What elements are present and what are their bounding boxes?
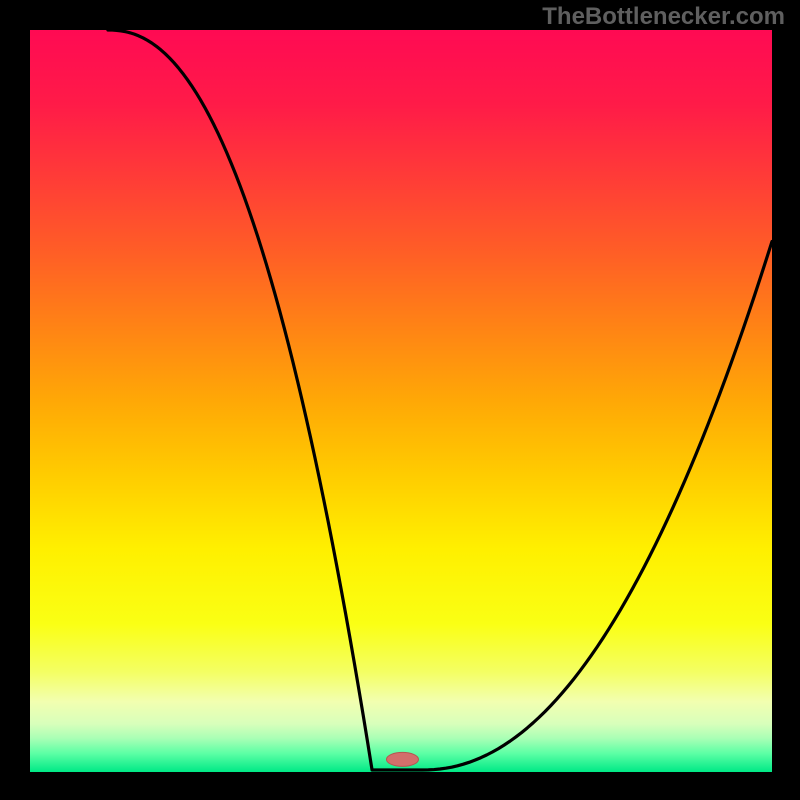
optimal-point-marker: [386, 752, 418, 766]
chart-container: { "watermark": { "text": "TheBottlenecke…: [0, 0, 800, 800]
bottleneck-chart-svg: [0, 0, 800, 800]
watermark-text: TheBottlenecker.com: [542, 3, 785, 31]
gradient-background: [30, 30, 772, 772]
